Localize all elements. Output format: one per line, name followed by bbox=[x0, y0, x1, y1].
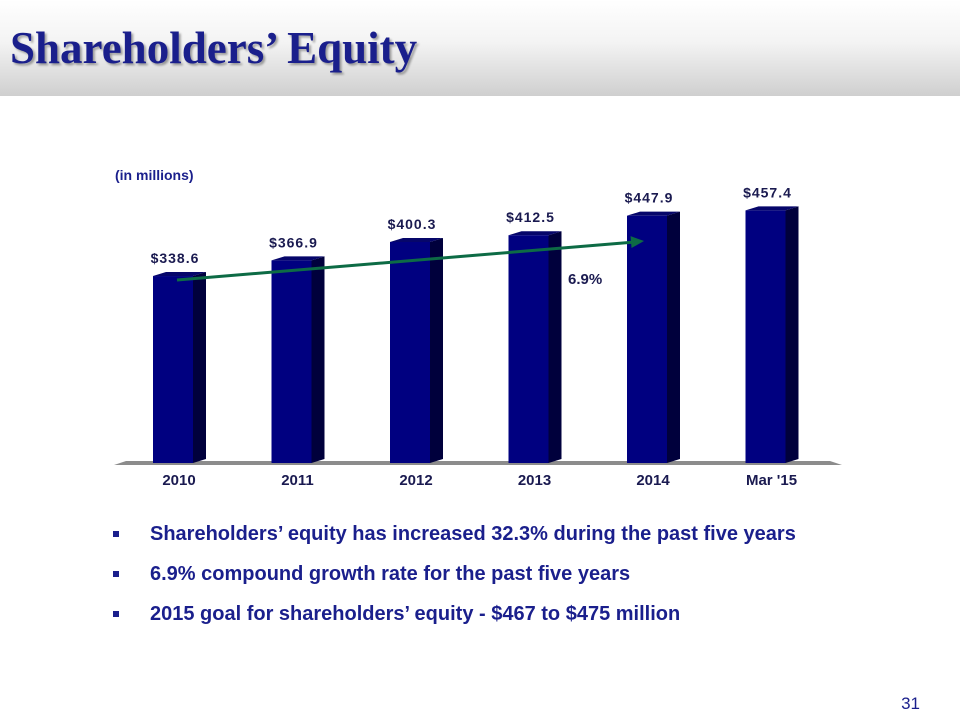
bar-top bbox=[390, 237, 443, 242]
data-label: $338.6 bbox=[151, 250, 200, 266]
bar bbox=[745, 206, 799, 463]
bar-side bbox=[667, 211, 680, 463]
bullet-text: 6.9% compound growth rate for the past f… bbox=[150, 563, 631, 585]
square-bullet-icon bbox=[113, 611, 119, 617]
x-tick-label: 2010 bbox=[162, 472, 195, 489]
data-label: $366.9 bbox=[269, 234, 318, 250]
bullet-item: Shareholders’ equity has increased 32.3%… bbox=[113, 516, 819, 552]
chart-floor bbox=[114, 461, 842, 465]
x-tick-label: 2011 bbox=[281, 472, 314, 489]
page-number: 31 bbox=[901, 694, 920, 713]
bar-front bbox=[627, 215, 667, 463]
bullet-item: 6.9% compound growth rate for the past f… bbox=[113, 556, 819, 592]
bar-front bbox=[271, 260, 312, 463]
x-tick-label: 2014 bbox=[636, 472, 670, 489]
square-bullet-icon bbox=[113, 571, 119, 577]
bar-front bbox=[390, 241, 430, 463]
data-label: $412.5 bbox=[506, 209, 555, 225]
slide-title: Shareholders’ Equity bbox=[10, 23, 418, 73]
bar bbox=[627, 211, 680, 463]
bar-front bbox=[745, 210, 786, 463]
x-tick-label: 2013 bbox=[518, 472, 551, 489]
bar-top bbox=[508, 231, 562, 236]
title-banner: Shareholders’ Equity bbox=[0, 0, 960, 96]
trend-arrow bbox=[176, 236, 644, 282]
growth-rate-label: 6.9% bbox=[568, 271, 602, 288]
bullet-item: 2015 goal for shareholders’ equity - $46… bbox=[113, 596, 819, 632]
bar-side bbox=[785, 206, 799, 463]
bar-top bbox=[271, 256, 325, 261]
x-tick-label: Mar '15 bbox=[746, 472, 797, 489]
bar-side bbox=[311, 256, 325, 463]
bar-top bbox=[627, 211, 680, 216]
x-tick-label: 2012 bbox=[399, 472, 432, 489]
square-bullet-icon bbox=[113, 531, 119, 537]
bar bbox=[153, 272, 206, 463]
bullet-list: Shareholders’ equity has increased 32.3%… bbox=[113, 516, 819, 636]
bar bbox=[390, 237, 443, 463]
bar-side bbox=[193, 272, 206, 463]
bar bbox=[508, 231, 562, 463]
data-label: $447.9 bbox=[625, 190, 674, 206]
bar-side bbox=[548, 231, 562, 463]
bar bbox=[271, 256, 325, 463]
bullet-text: Shareholders’ equity has increased 32.3%… bbox=[150, 523, 796, 545]
data-label: $400.3 bbox=[388, 216, 437, 232]
equity-bar-chart: (in millions) 2010 2011 2012 2013 2014 Mar '1… bbox=[114, 167, 842, 489]
bar-top bbox=[745, 206, 799, 211]
bar-side bbox=[430, 237, 443, 463]
data-label: $457.4 bbox=[743, 184, 792, 200]
bullet-text: 2015 goal for shareholders’ equity - $46… bbox=[150, 603, 681, 625]
bar-front bbox=[508, 235, 549, 463]
bar-front bbox=[153, 276, 193, 463]
bar-top bbox=[153, 272, 206, 277]
unit-note: (in millions) bbox=[115, 167, 194, 183]
